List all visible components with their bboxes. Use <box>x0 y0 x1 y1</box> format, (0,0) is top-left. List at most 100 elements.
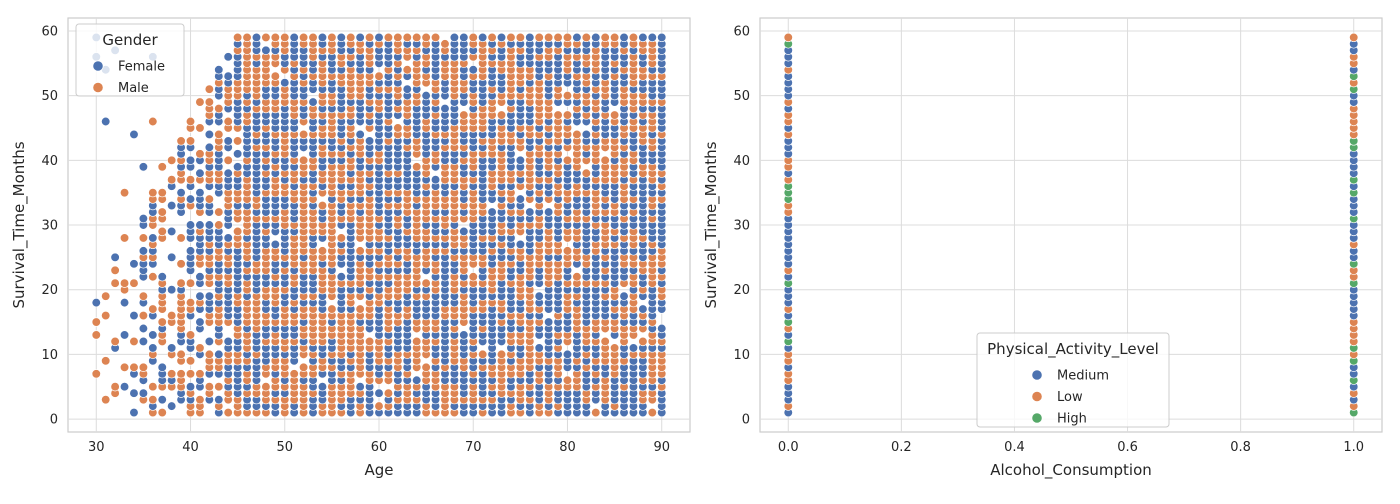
data-point <box>214 129 224 140</box>
data-point <box>572 272 582 282</box>
data-point <box>223 71 233 81</box>
data-point <box>496 32 507 43</box>
data-point <box>176 233 186 243</box>
data-point <box>270 239 280 250</box>
data-point <box>478 349 488 360</box>
data-point <box>176 188 186 198</box>
data-point <box>543 317 554 327</box>
data-point <box>119 278 130 288</box>
data-point <box>91 330 101 340</box>
data-point <box>232 149 243 159</box>
y-tick-label: 50 <box>733 89 750 104</box>
data-point <box>195 97 205 107</box>
data-point <box>562 90 573 101</box>
data-point <box>421 362 431 372</box>
data-point <box>119 330 130 340</box>
data-point <box>487 207 497 217</box>
data-point <box>487 32 497 43</box>
x-tick-label: 70 <box>465 440 482 455</box>
data-point <box>148 343 158 353</box>
data-point <box>515 194 526 204</box>
x-tick-label: 0.6 <box>1117 440 1138 455</box>
y-tick-label: 0 <box>742 413 750 428</box>
data-point <box>129 129 139 140</box>
data-point <box>525 32 535 43</box>
data-point <box>138 233 149 243</box>
data-point <box>1349 32 1359 43</box>
legend-entry-label: Low <box>1057 390 1083 405</box>
data-point <box>374 71 384 81</box>
data-point <box>223 52 233 62</box>
data-point <box>261 45 271 55</box>
data-point <box>298 155 309 165</box>
data-point <box>421 90 431 101</box>
data-point <box>515 239 526 250</box>
data-point <box>242 32 252 43</box>
data-point <box>383 32 394 43</box>
data-point <box>176 349 186 360</box>
data-point <box>157 395 167 405</box>
data-point <box>336 272 346 282</box>
data-point <box>214 103 224 114</box>
data-point <box>449 32 460 43</box>
legend-marker <box>92 81 104 94</box>
age-scatter-panel: 30 40 50 60 70 80 90 0 10 20 30 40 50 60 Age Surviva… <box>10 17 691 479</box>
data-point <box>185 330 196 340</box>
data-point <box>167 252 177 262</box>
data-point <box>185 382 196 392</box>
data-point <box>421 278 431 288</box>
data-point <box>412 336 422 347</box>
data-point <box>185 297 196 308</box>
data-point <box>280 78 290 88</box>
data-point <box>364 336 375 347</box>
data-point <box>129 259 139 269</box>
data-point <box>195 220 205 230</box>
data-point <box>91 297 101 308</box>
y-tick-label: 60 <box>733 24 750 39</box>
data-point <box>148 116 158 127</box>
data-point <box>270 71 280 81</box>
x-tick-labels: 30 40 50 60 70 80 90 <box>88 440 670 455</box>
data-point <box>562 110 573 120</box>
data-point <box>308 32 318 43</box>
data-point <box>440 103 450 114</box>
data-point <box>459 110 469 120</box>
data-point <box>157 188 167 198</box>
data-point <box>195 395 205 405</box>
data-point <box>204 194 215 204</box>
data-point <box>185 356 196 366</box>
data-point <box>562 155 573 165</box>
data-point <box>167 310 177 321</box>
data-point <box>298 32 309 43</box>
data-point <box>214 382 224 392</box>
data-point <box>138 310 149 321</box>
x-axis-label: Alcohol_Consumption <box>990 461 1152 480</box>
legend-entry-label: Medium <box>1057 369 1109 384</box>
data-point <box>619 291 629 301</box>
data-point <box>138 162 149 172</box>
y-tick-label: 20 <box>41 283 58 298</box>
data-point <box>138 246 149 256</box>
data-point <box>525 207 535 217</box>
data-point <box>157 162 167 172</box>
x-tick-label: 0.8 <box>1230 440 1251 455</box>
data-point <box>412 162 422 172</box>
data-point <box>129 362 139 372</box>
data-point <box>638 304 648 314</box>
data-point <box>176 136 186 146</box>
data-point <box>374 388 384 398</box>
x-tick-label: 0.4 <box>1004 440 1025 455</box>
data-point <box>119 188 130 198</box>
data-point <box>562 32 573 43</box>
data-point <box>138 291 149 301</box>
data-point <box>346 32 356 43</box>
data-point <box>148 382 158 392</box>
data-point <box>232 32 243 43</box>
data-point <box>101 116 111 127</box>
data-point <box>412 375 422 385</box>
data-point <box>119 382 130 392</box>
data-point <box>214 220 224 230</box>
data-point <box>91 317 101 327</box>
data-point <box>204 142 215 153</box>
